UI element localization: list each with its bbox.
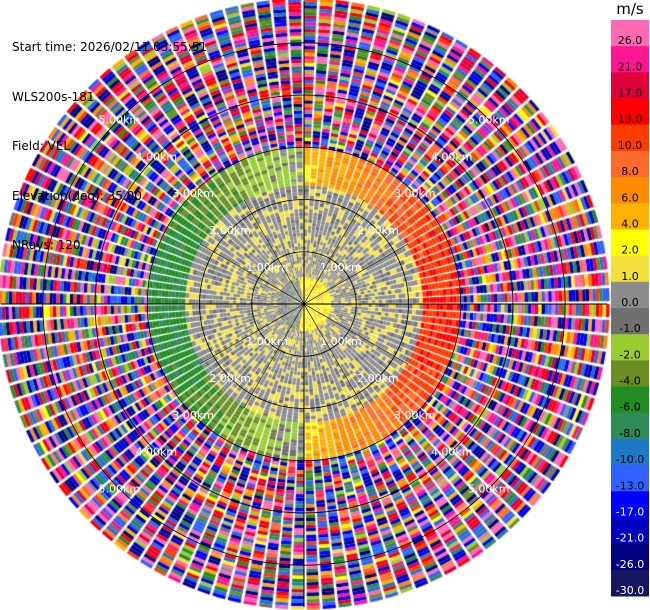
range-ring-label: 2.00km [357,224,399,237]
colorbar-tick-label: 17.0 [618,87,643,100]
colorbar-swatch [611,412,649,440]
colorbar-swatch [611,386,649,414]
azimuth-spoke [243,303,305,409]
colorbar-swatch [611,229,649,257]
colorbar-tick-label: 26.0 [618,34,643,47]
colorbar-tick-label: 8.0 [621,165,639,178]
colorbar-tick-label: -4.0 [619,375,640,388]
colorbar-swatch [611,46,649,73]
colorbar-tick-label: -13.0 [616,479,644,492]
range-ring-label: 2.00km [357,372,399,385]
nrays-text: NRays: 120 [12,238,81,252]
colorbar-swatch [611,255,649,283]
range-ring-label: 1.00km [320,335,362,348]
range-ring-label: 4.00km [135,150,177,163]
colorbar-swatch [611,308,649,335]
range-ring-label: 2.00km [209,224,251,237]
azimuth-spoke [199,243,305,305]
range-ring-label: 4.00km [431,150,473,163]
colorbar-swatch [611,543,649,571]
colorbar-swatch [611,281,649,309]
range-ring-label: 5.00km [99,483,141,496]
range-ring-label: 1.00km [320,261,362,274]
colorbar-tick-label: 1.0 [621,270,639,283]
colorbar-swatch [611,360,649,388]
range-ring-label: 3.00km [172,409,214,422]
colorbar-tick-label: 21.0 [618,60,643,73]
colorbar-swatch [611,20,649,47]
colorbar-tick-label: 13.0 [618,113,643,126]
range-ring-label: 1.00km [246,261,288,274]
range-ring-label: 2.00km [209,372,251,385]
colorbar-tick-label: -30.0 [616,584,644,597]
range-ring-label: 1.00km [246,335,288,348]
colorbar-tick-label: -17.0 [616,505,644,518]
colorbar-tick-label: -6.0 [619,401,640,414]
field-text: Field: VEL [12,139,71,153]
range-ring-label: 4.00km [431,446,473,459]
colorbar-tick-label: -26.0 [616,558,644,571]
colorbar-swatch [611,491,649,518]
elevation-text: Elevation(deg): 35.00 [12,188,142,203]
metadata-block: Start time: 2026/02/11 03:55:51 WLS200s-… [12,6,207,287]
colorbar-title: m/s [616,0,644,18]
colorbar-tick-label: -21.0 [616,532,644,545]
azimuth-spoke [303,199,365,305]
colorbar-swatch [611,517,649,545]
colorbar-swatch [611,465,649,492]
station-name: WLS200s-181 [12,89,95,104]
colorbar-swatch [611,438,649,466]
range-ring-label: 5.00km [468,113,510,126]
range-ring-label: 3.00km [394,187,436,200]
azimuth-spoke [303,303,409,365]
azimuth-spoke [199,303,305,365]
colorbar-swatch [611,150,649,178]
colorbar-tick-label: 6.0 [621,191,639,204]
colorbar-swatch [611,177,649,204]
range-ring-label: 4.00km [135,446,177,459]
colorbar-swatch [611,124,649,152]
colorbar-swatch [611,72,649,100]
range-ring-label: 5.00km [99,113,141,126]
colorbar-swatch [611,334,649,361]
colorbar-tick-label: -2.0 [619,348,640,361]
start-time-text: Start time: 2026/02/11 03:55:51 [12,40,207,54]
colorbar-tick-label: -10.0 [616,453,644,466]
range-ring-label: 3.00km [172,187,214,200]
range-ring-label: 3.00km [394,409,436,422]
colorbar-tick-label: -1.0 [619,322,640,335]
colorbar-tick-label: 4.0 [621,217,639,230]
colorbar-tick-label: 0.0 [621,296,639,309]
colorbar-tick-label: -8.0 [619,427,640,440]
colorbar-tick-label: 2.0 [621,244,639,257]
colorbar-swatch [611,203,649,230]
azimuth-spoke [303,303,365,409]
colorbar-tick-label: 10.0 [618,139,643,152]
range-ring-label: 5.00km [468,483,510,496]
colorbar-swatch [611,569,649,597]
azimuth-spoke [303,243,409,305]
colorbar-swatch [611,98,649,126]
azimuth-spoke [243,199,305,305]
